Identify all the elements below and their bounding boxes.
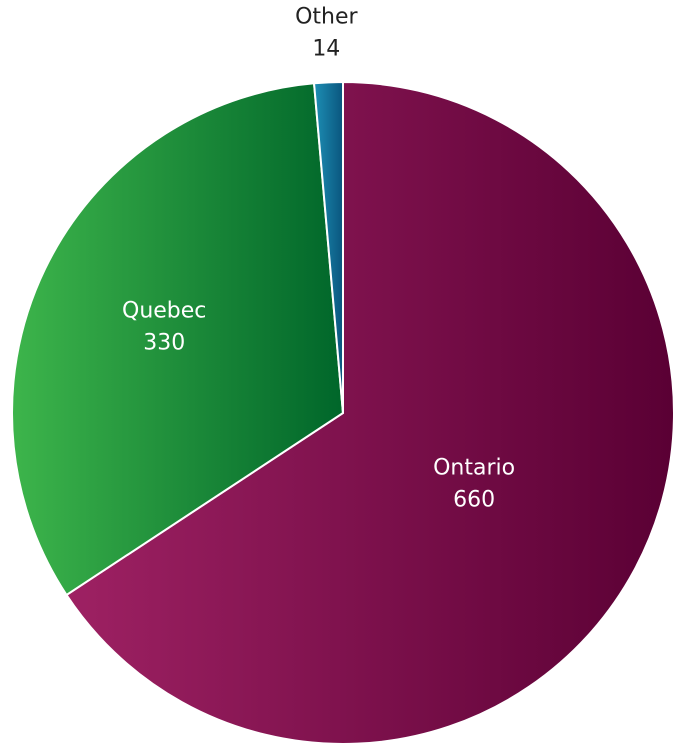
pie-slice [312, 80, 344, 414]
slice-label: Quebec [122, 299, 206, 324]
slice-value: 330 [143, 331, 185, 356]
pie-slice [65, 80, 675, 745]
slice-value: 14 [312, 36, 340, 61]
slice-label: Other [295, 4, 358, 29]
pie-slice [11, 82, 345, 597]
slice-value: 660 [453, 488, 495, 513]
slice-label: Ontario [433, 456, 515, 481]
